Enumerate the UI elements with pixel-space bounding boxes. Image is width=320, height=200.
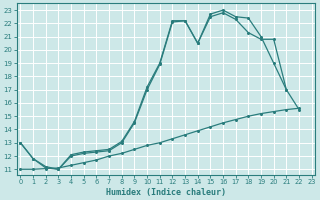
X-axis label: Humidex (Indice chaleur): Humidex (Indice chaleur) <box>106 188 226 197</box>
